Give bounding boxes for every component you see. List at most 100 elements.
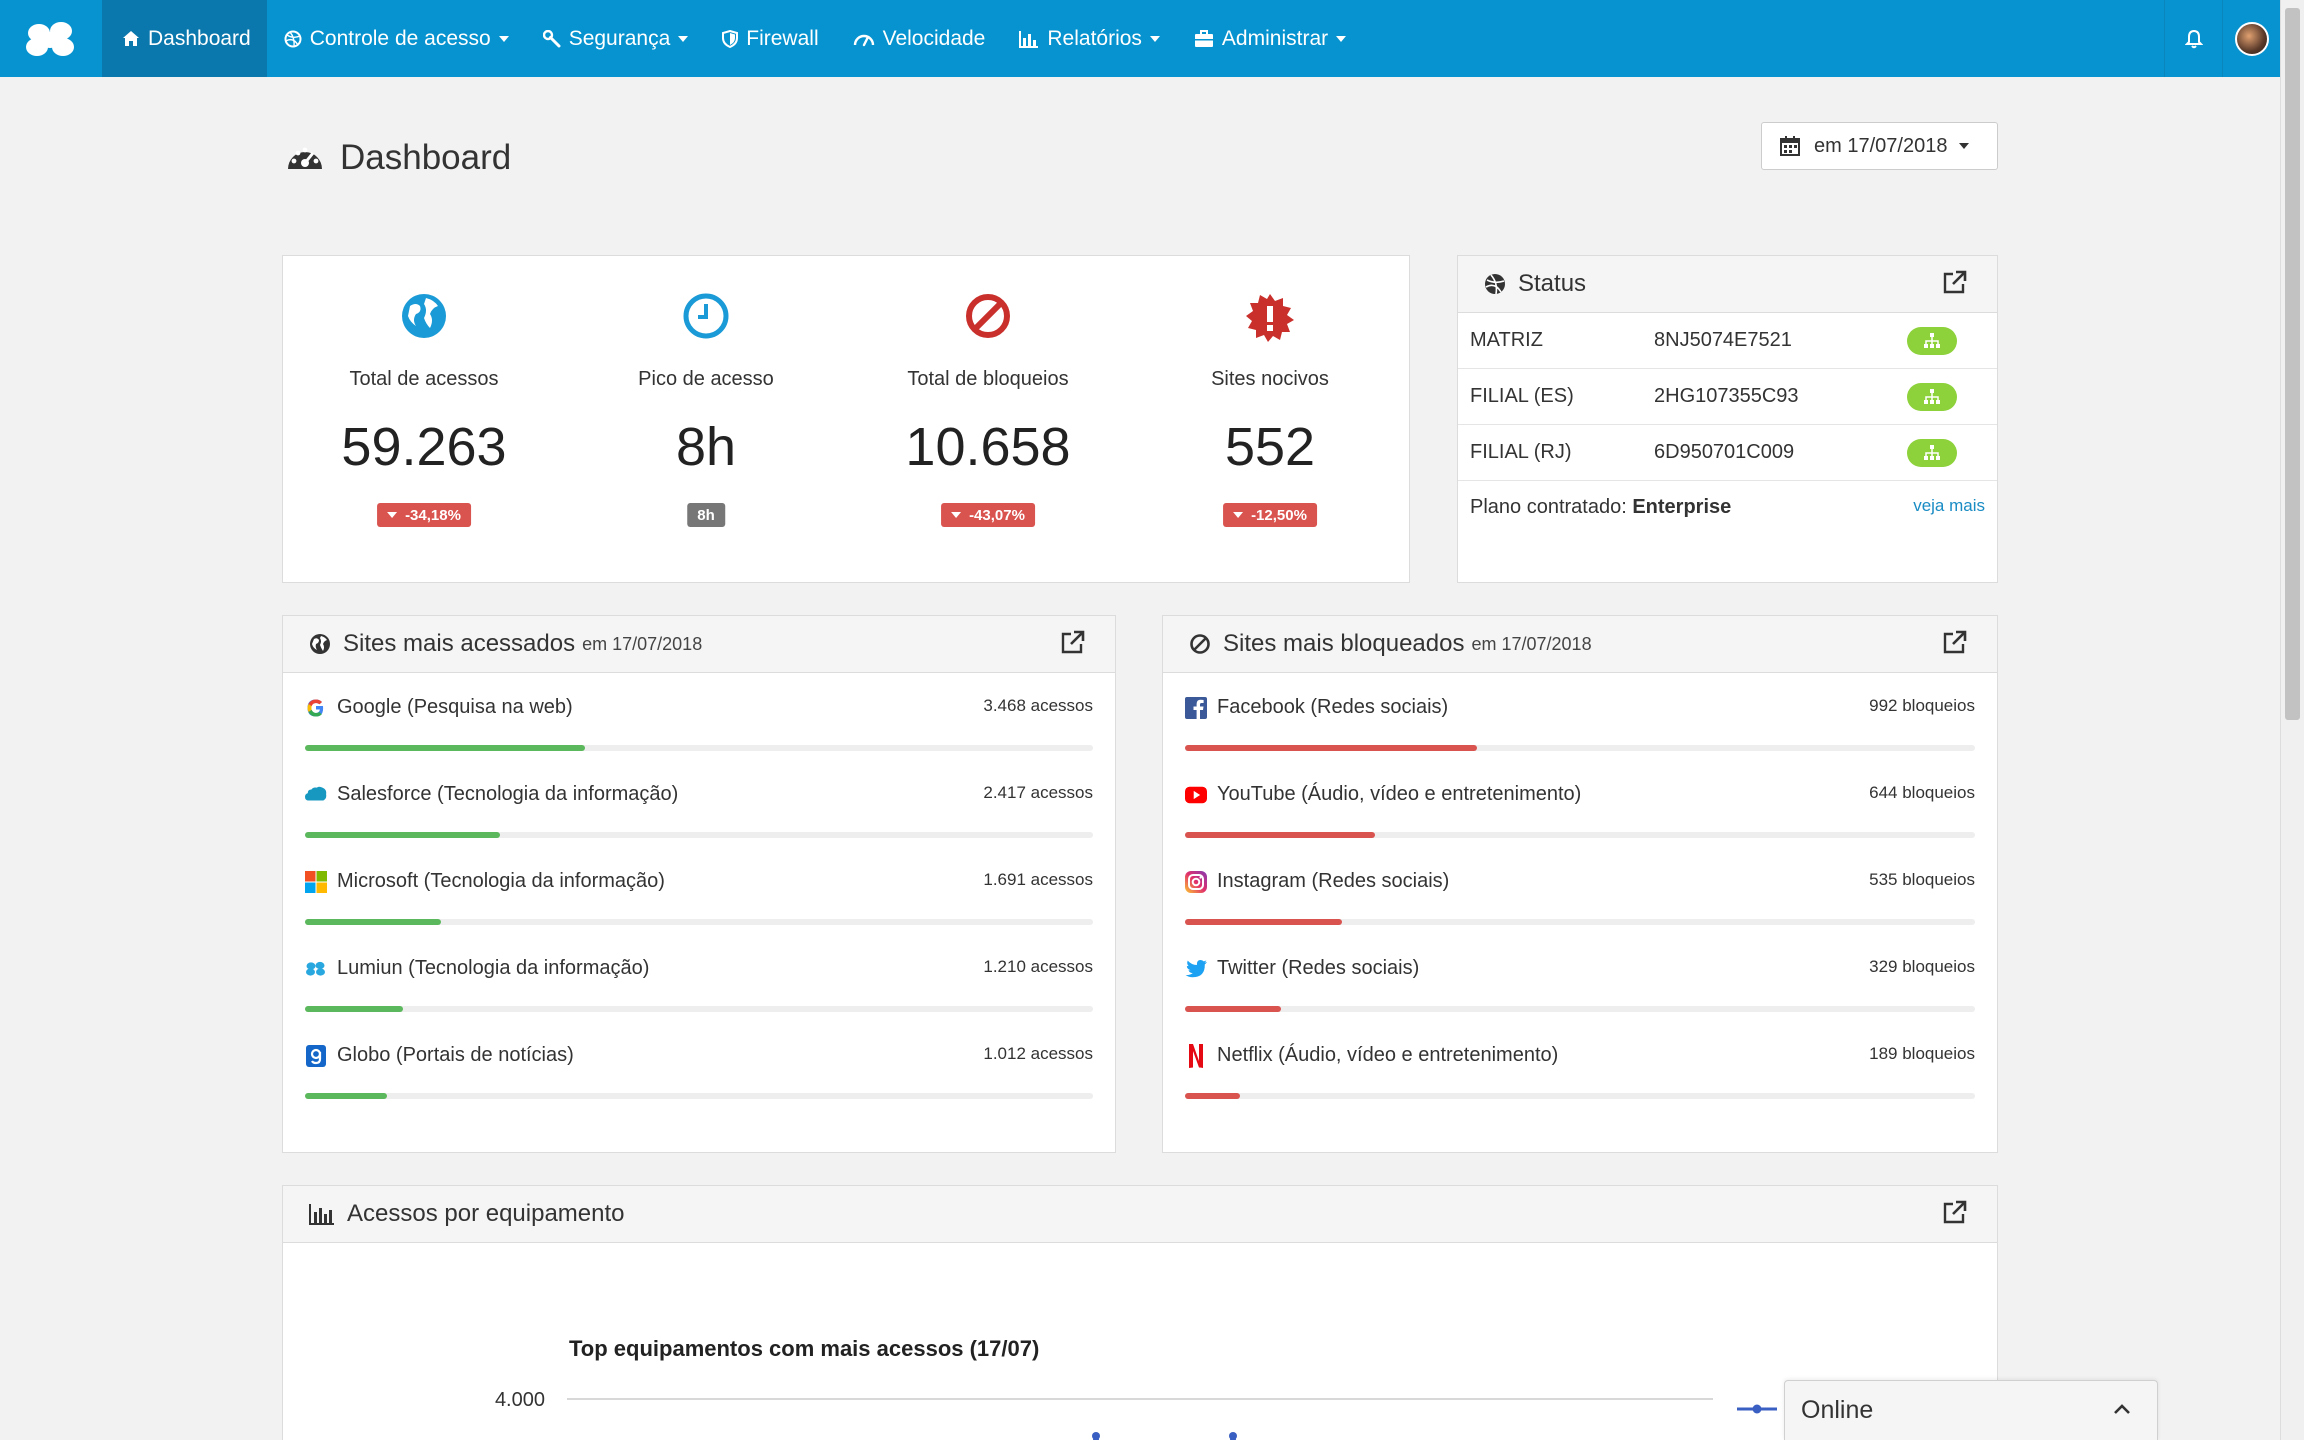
stat-label: Total de acessos	[349, 368, 499, 390]
status-device-id: 8NJ5074E7521	[1654, 329, 1792, 351]
dashboard-gauge-icon	[286, 143, 324, 173]
see-more-link[interactable]: veja mais	[1913, 496, 1985, 515]
alert-burst-icon	[1246, 294, 1294, 342]
stat-label: Sites nocivos	[1211, 368, 1329, 390]
progress-fill	[305, 1093, 387, 1099]
nav-administrar[interactable]: Administrar	[1177, 0, 1363, 77]
notifications-button[interactable]	[2164, 0, 2222, 77]
progress-bar	[305, 745, 1093, 751]
top-blocked-date: em 17/07/2018	[1471, 633, 1592, 654]
stat-change-badge: -43,07%	[941, 503, 1035, 527]
site-count: 1.012 acessos	[983, 1044, 1093, 1063]
page-scrollbar[interactable]	[2280, 0, 2304, 1440]
list-item[interactable]: Microsoft (Tecnologia da informação) 1.6…	[305, 848, 1093, 935]
progress-bar	[1185, 832, 1975, 838]
avatar	[2234, 21, 2269, 56]
list-item[interactable]: Twitter (Redes sociais) 329 bloqueios	[1185, 935, 1975, 1022]
online-chat-widget[interactable]: Online	[1784, 1380, 2158, 1440]
stat-change-text: -43,07%	[969, 506, 1025, 524]
nav-velocidade-label: Velocidade	[882, 26, 986, 50]
site-count: 992 bloqueios	[1869, 696, 1975, 715]
chart-title: Top equipamentos com mais acessos (17/07…	[569, 1336, 1039, 1361]
status-online-badge[interactable]	[1907, 382, 1957, 411]
nav-relatorios[interactable]: Relatórios	[1002, 0, 1177, 77]
data-point	[1229, 1432, 1237, 1440]
ban-icon	[1189, 633, 1211, 655]
globe-icon	[402, 294, 446, 338]
bar-chart-icon	[309, 1203, 335, 1225]
globo-icon	[305, 1044, 327, 1067]
site-name-text: YouTube (Áudio, vídeo e entretenimento)	[1217, 783, 1582, 805]
site-name: Microsoft (Tecnologia da informação)	[305, 870, 665, 893]
status-row: MATRIZ 8NJ5074E7521	[1458, 313, 1997, 369]
progress-fill	[1185, 832, 1375, 838]
site-name-text: Instagram (Redes sociais)	[1217, 870, 1450, 892]
status-online-badge[interactable]	[1907, 438, 1957, 467]
stat-change-badge: -34,18%	[377, 503, 471, 527]
list-item[interactable]: Facebook (Redes sociais) 992 bloqueios	[1185, 674, 1975, 761]
nav-dashboard-label: Dashboard	[148, 26, 251, 50]
nav-firewall-label: Firewall	[746, 26, 819, 50]
network-icon	[1924, 332, 1940, 348]
status-location: FILIAL (ES)	[1470, 385, 1574, 407]
speedometer-icon	[853, 31, 875, 47]
site-name: Instagram (Redes sociais)	[1185, 870, 1449, 893]
user-menu[interactable]	[2222, 0, 2280, 77]
external-link-icon[interactable]	[1941, 270, 1967, 296]
progress-bar	[305, 832, 1093, 838]
date-filter-button[interactable]: em 17/07/2018	[1761, 122, 1998, 170]
progress-fill	[305, 1006, 403, 1012]
chevron-up-icon[interactable]	[2113, 1403, 2131, 1415]
status-online-badge[interactable]	[1907, 326, 1957, 355]
nav-controle-de-acesso[interactable]: Controle de acesso	[267, 0, 526, 77]
list-item[interactable]: Netflix (Áudio, vídeo e entretenimento) …	[1185, 1022, 1975, 1109]
shield-icon	[722, 29, 739, 48]
progress-fill	[1185, 919, 1343, 925]
site-name-text: Netflix (Áudio, vídeo e entretenimento)	[1217, 1044, 1559, 1066]
arrow-down-icon	[1233, 512, 1244, 518]
list-item[interactable]: YouTube (Áudio, vídeo e entretenimento) …	[1185, 761, 1975, 848]
top-accessed-title: Sites mais acessados	[343, 630, 576, 657]
list-item[interactable]: Salesforce (Tecnologia da informação) 2.…	[305, 761, 1093, 848]
status-device-id: 2HG107355C93	[1654, 385, 1799, 407]
site-name-text: Salesforce (Tecnologia da informação)	[337, 783, 679, 805]
stat-change-badge: -12,50%	[1223, 503, 1317, 527]
list-item[interactable]: Globo (Portais de notícias) 1.012 acesso…	[305, 1022, 1093, 1109]
date-filter-label: em 17/07/2018	[1814, 134, 1948, 157]
plan-label: Plano contratado:	[1470, 496, 1627, 518]
progress-bar	[1185, 1093, 1975, 1099]
nav-seguranca-label: Segurança	[568, 26, 671, 50]
page-title: Dashboard	[286, 138, 511, 178]
nav-seguranca[interactable]: Segurança	[526, 0, 706, 77]
site-count: 329 bloqueios	[1869, 957, 1975, 976]
bell-icon	[2184, 29, 2203, 48]
progress-bar	[305, 919, 1093, 925]
data-point	[1092, 1432, 1100, 1440]
external-link-icon[interactable]	[1941, 630, 1967, 656]
twitter-icon	[1185, 958, 1207, 980]
scrollbar-thumb[interactable]	[2285, 8, 2300, 720]
chevron-down-icon	[1149, 35, 1160, 42]
list-item[interactable]: Lumiun (Tecnologia da informação) 1.210 …	[305, 935, 1093, 1022]
site-name: Facebook (Redes sociais)	[1185, 696, 1448, 719]
y-tick-label: 4.000	[495, 1389, 545, 1411]
nav-controle-label: Controle de acesso	[309, 26, 491, 50]
network-icon	[1924, 444, 1940, 460]
lumiun-logo-icon	[26, 21, 74, 56]
nav-firewall[interactable]: Firewall	[705, 0, 835, 77]
facebook-icon	[1185, 696, 1207, 719]
nav-dashboard[interactable]: Dashboard	[102, 0, 267, 77]
brand-logo[interactable]	[0, 0, 102, 77]
list-item[interactable]: Google (Pesquisa na web) 3.468 acessos	[305, 674, 1093, 761]
top-navbar: Dashboard Controle de acesso Segurança F…	[0, 0, 2280, 77]
nav-velocidade[interactable]: Velocidade	[836, 0, 1003, 77]
progress-fill	[305, 832, 500, 838]
instagram-icon	[1185, 870, 1207, 893]
list-item[interactable]: Instagram (Redes sociais) 535 bloqueios	[1185, 848, 1975, 935]
progress-fill	[1185, 745, 1477, 751]
external-link-icon[interactable]	[1059, 630, 1085, 656]
summary-stats-panel: Total de acessos 59.263 -34,18% Pico de …	[282, 255, 1410, 583]
external-link-icon[interactable]	[1941, 1200, 1967, 1226]
top-accessed-date: em 17/07/2018	[582, 633, 703, 654]
nav-administrar-label: Administrar	[1221, 26, 1329, 50]
